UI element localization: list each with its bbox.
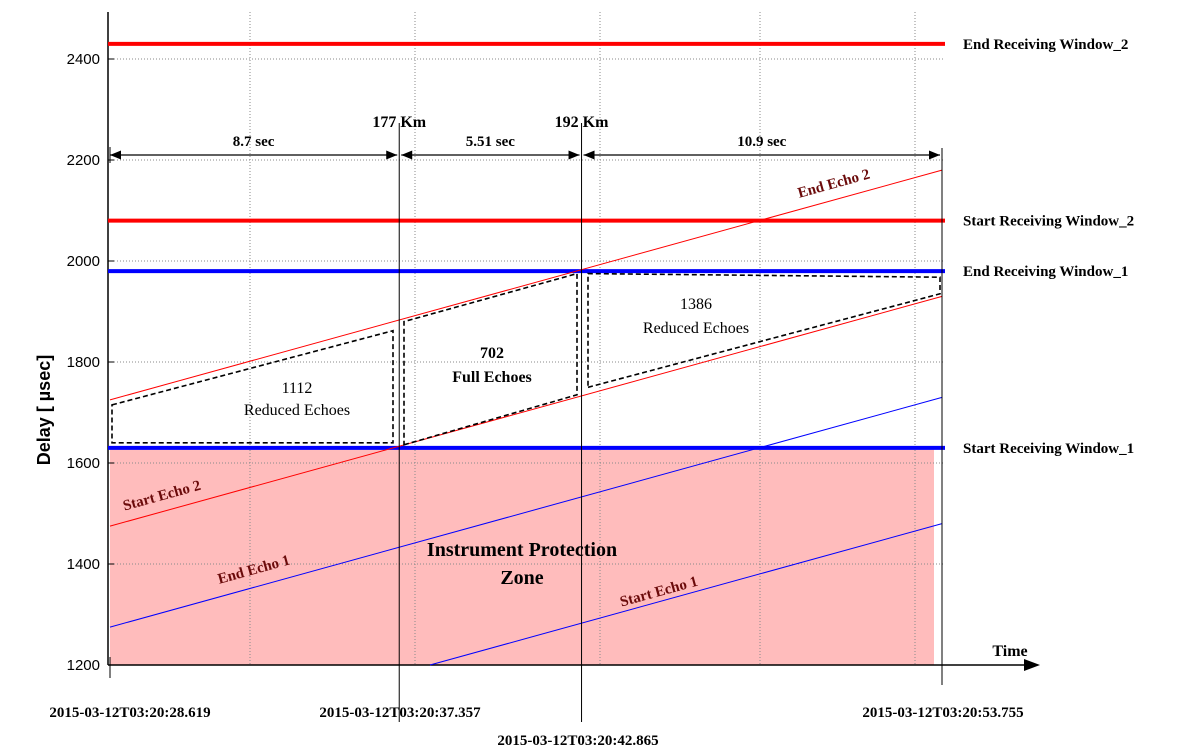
y-tick-label-6: 2400 (67, 51, 100, 68)
window-label-1: Start Receiving Window_2 (963, 214, 1134, 230)
time-marker-label-2: 2015-03-12T03:20:42.865 (497, 733, 658, 749)
time-marker-label-1: 2015-03-12T03:20:37.357 (319, 705, 481, 721)
echo-regions: 1112 Reduced Echoes 702 Full Echoes 1386 Redu… (111, 272, 941, 446)
window-label-0: End Receiving Window_2 (963, 37, 1128, 53)
echo-region-desc-0: Reduced Echoes (244, 402, 350, 419)
y-tick-label-2: 1600 (67, 455, 100, 472)
echo-region-outline-2 (587, 272, 941, 389)
interval-arrow-right-2 (929, 150, 940, 160)
interval-arrow-right-1 (568, 150, 580, 160)
interval-arrow-left-2 (583, 150, 595, 160)
distance-label-2: 192 Km (555, 114, 609, 131)
interval-label-0: 8.7 sec (233, 134, 275, 150)
interval-arrow-left-1 (401, 150, 413, 160)
y-tick-label-3: 1800 (67, 354, 100, 371)
echo-region-outline-1 (403, 272, 578, 446)
echo-region-count-0: 1112 (282, 380, 313, 397)
y-tick-label-5: 2200 (67, 152, 100, 169)
series-line-0 (109, 169, 943, 401)
x-axis-arrowhead (1024, 659, 1040, 671)
time-marker-label-3: 2015-03-12T03:20:53.755 (862, 705, 1023, 721)
interval-arrows: 8.7 sec 5.51 sec 10.9 sec (109, 134, 940, 163)
series-line-3 (429, 523, 943, 666)
zone-label-line2: Zone (500, 567, 543, 589)
protection-zone-fill (110, 447, 934, 665)
receiving-windows: End Receiving Window_2 Start Receiving Wi… (108, 37, 1134, 457)
x-axis-label: Time (992, 643, 1027, 660)
echo-region-count-1: 702 (480, 345, 504, 362)
series-line-1 (109, 295, 943, 527)
zone-label-line1: Instrument Protection (427, 539, 617, 561)
y-tick-label-0: 1200 (67, 657, 100, 674)
axes: 1200 1400 1600 1800 2000 2200 2400 (67, 12, 1040, 674)
echo-region-desc-1: Full Echoes (452, 369, 532, 386)
echo-region-count-2: 1386 (680, 296, 712, 313)
echo-region-outline-0 (111, 329, 394, 444)
distance-label-1: 177 Km (372, 114, 426, 131)
grid (108, 12, 945, 665)
window-label-2: End Receiving Window_1 (963, 264, 1128, 280)
y-tick-label-1: 1400 (67, 556, 100, 573)
time-markers: 2015-03-12T03:20:28.619 2015-03-12T03:20:… (49, 114, 1023, 749)
y-axis-label: Delay [ µsec] (34, 355, 54, 465)
interval-arrow-right-0 (386, 150, 398, 160)
window-label-3: Start Receiving Window_1 (963, 441, 1134, 457)
y-tick-label-4: 2000 (67, 253, 100, 270)
series-label-0: End Echo 2 (796, 167, 872, 202)
interval-label-1: 5.51 sec (466, 134, 515, 150)
echo-region-desc-2: Reduced Echoes (643, 320, 749, 337)
series-line-2 (109, 396, 943, 628)
protection-zone (110, 447, 934, 665)
interval-arrow-left-0 (110, 150, 121, 160)
time-marker-label-0: 2015-03-12T03:20:28.619 (49, 705, 210, 721)
interval-label-2: 10.9 sec (737, 134, 786, 150)
